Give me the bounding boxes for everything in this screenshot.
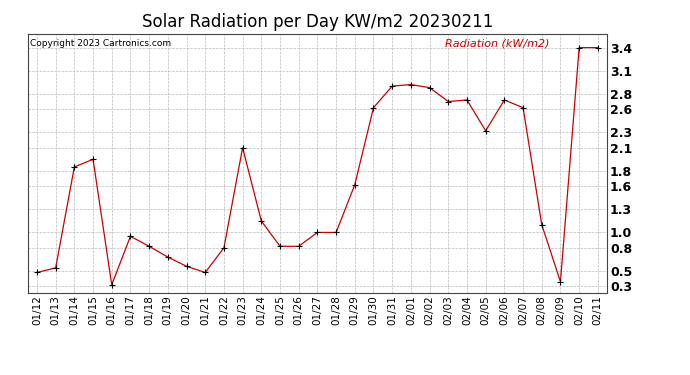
Title: Solar Radiation per Day KW/m2 20230211: Solar Radiation per Day KW/m2 20230211 xyxy=(141,13,493,31)
Text: Radiation (kW/m2): Radiation (kW/m2) xyxy=(445,39,549,49)
Text: Copyright 2023 Cartronics.com: Copyright 2023 Cartronics.com xyxy=(30,39,172,48)
